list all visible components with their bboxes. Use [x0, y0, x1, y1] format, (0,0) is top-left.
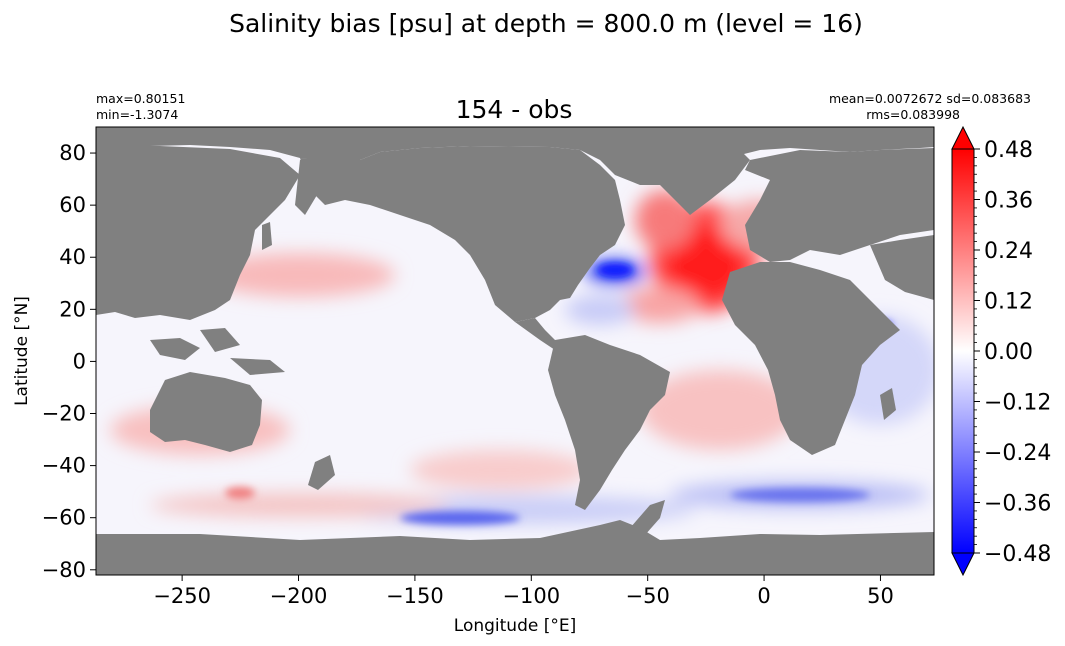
colorbar-tick-label: 0.36	[984, 189, 1033, 214]
y-tick-label: −20	[42, 402, 86, 426]
colorbar-extend-low	[951, 552, 975, 577]
x-tick-label: 50	[867, 584, 894, 608]
y-tick-label: −80	[42, 558, 86, 582]
colorbar-tick-label: −0.24	[984, 441, 1051, 466]
colorbar-tick-label: 0.00	[984, 340, 1033, 365]
x-tick-label: −150	[386, 584, 444, 608]
y-tick-label: −60	[42, 506, 86, 530]
colorbar-tick-label: −0.12	[984, 391, 1051, 416]
stat-rms: rms=0.083998	[866, 107, 960, 122]
y-axis: 80 60 40 20 0 −20 −40 −60 −80	[42, 141, 96, 582]
x-tick-label: −100	[502, 584, 560, 608]
plot-frame	[95, 126, 935, 576]
colorbar-gradient	[952, 149, 974, 553]
x-tick-label: −200	[270, 584, 328, 608]
suptitle: Salinity bias [psu] at depth = 800.0 m (…	[229, 9, 863, 38]
land	[96, 127, 934, 575]
y-tick-label: 80	[59, 141, 86, 165]
map-plot	[96, 127, 934, 575]
colorbar: 0.48 0.36 0.24 0.12 0.00 −0.12 −0.24 −0.36 −0.48	[951, 125, 1051, 577]
y-tick-label: 40	[59, 245, 86, 269]
x-tick-label: −250	[153, 584, 211, 608]
y-tick-label: 60	[59, 193, 86, 217]
y-axis-label: Latitude [°N]	[12, 296, 32, 406]
y-tick-label: −40	[42, 454, 86, 478]
colorbar-tick-label: 0.48	[984, 138, 1033, 163]
x-tick-label: −50	[626, 584, 670, 608]
colorbar-tick-label: 0.24	[984, 239, 1033, 264]
colorbar-tick-label: −0.36	[984, 492, 1051, 517]
stat-mean-sd: mean=0.0072672 sd=0.083683	[829, 91, 1031, 106]
y-tick-label: 0	[73, 349, 86, 373]
stat-max: max=0.80151	[96, 91, 185, 106]
x-axis: −250 −200 −150 −100 −50 0 50	[153, 575, 894, 608]
stat-min: min=-1.3074	[96, 107, 178, 122]
y-tick-label: 20	[59, 297, 86, 321]
colorbar-extend-high	[951, 125, 975, 150]
colorbar-ticks: 0.48 0.36 0.24 0.12 0.00 −0.12 −0.24 −0.36 −0.48	[974, 138, 1051, 567]
x-tick-label: 0	[757, 584, 770, 608]
colorbar-tick-label: −0.48	[984, 542, 1051, 567]
plot-title: 154 - obs	[456, 95, 573, 124]
x-axis-label: Longitude [°E]	[454, 616, 576, 636]
colorbar-tick-label: 0.12	[984, 290, 1033, 315]
